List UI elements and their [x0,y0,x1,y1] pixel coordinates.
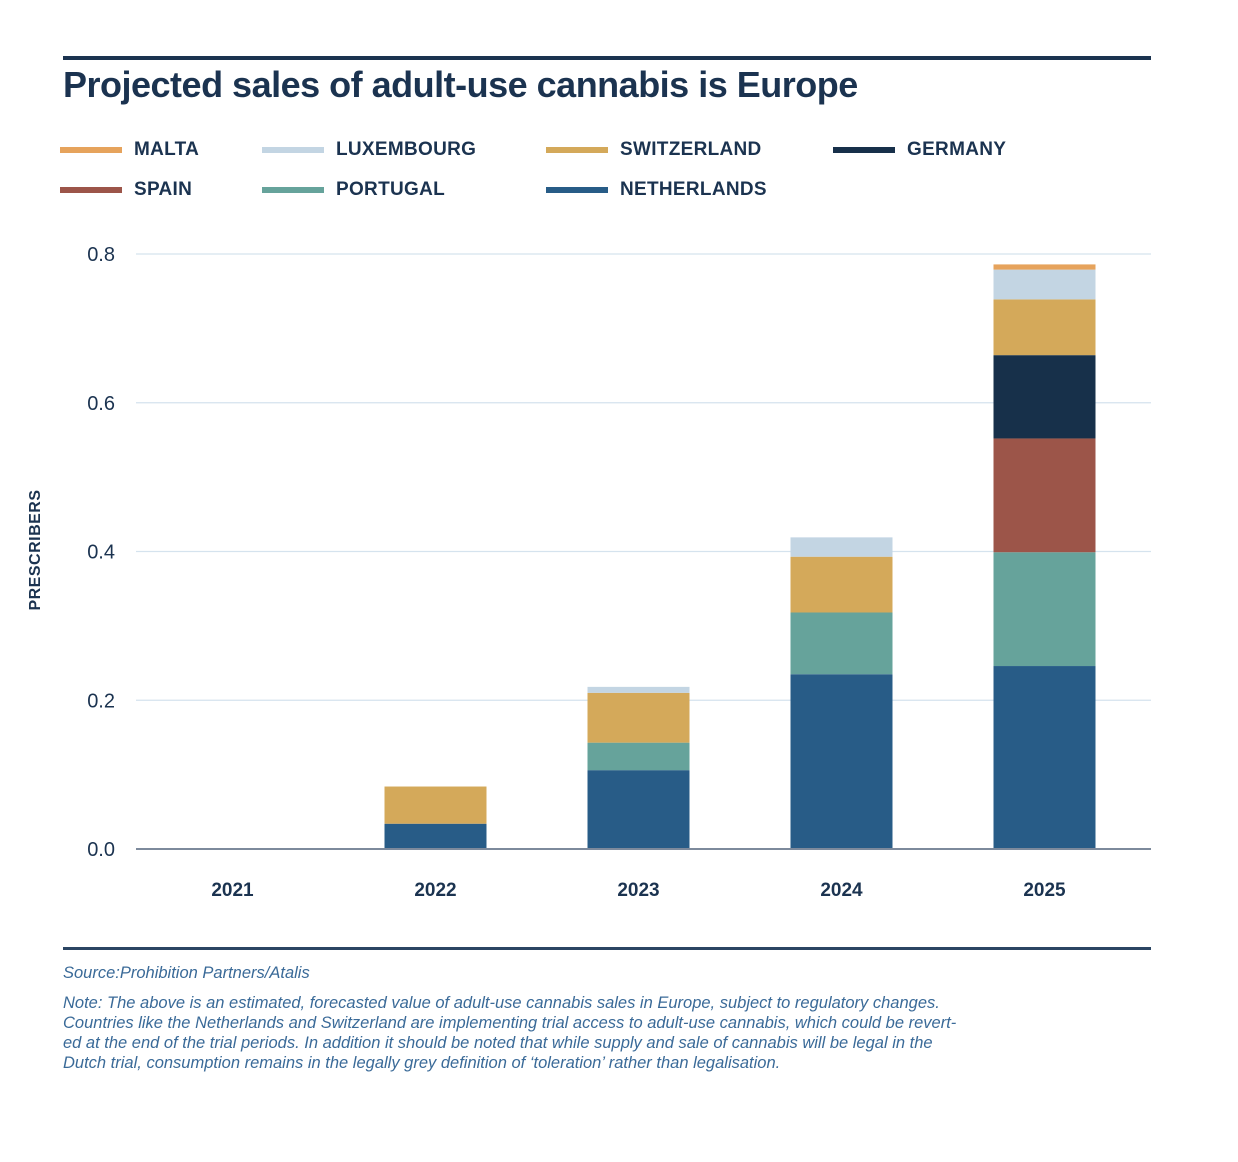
note-line: ed at the end of the trial periods. In a… [63,1034,933,1052]
legend-label-spain: SPAIN [134,179,193,200]
y-tick-label: 0.8 [87,244,115,266]
bar-segment-luxembourg-2024 [790,537,893,557]
x-tick-label: 2024 [820,880,863,901]
legend-item-germany: GERMANY [833,138,1006,162]
bar-segment-luxembourg-2023 [587,686,690,693]
title-top-rule [63,56,1151,60]
legend-swatch-spain [60,187,122,193]
footer-rule [63,947,1151,950]
bar-segment-portugal-2025 [993,552,1096,667]
legend-label-luxembourg: LUXEMBOURG [336,139,477,160]
bar-stack-2023 [587,686,690,849]
bar-stack-2024 [790,537,893,849]
bar-segment-netherlands-2023 [587,770,690,849]
y-tick-label: 0.4 [87,542,115,564]
legend-swatch-switzerland [546,147,608,153]
legend-swatch-germany [833,147,895,153]
legend-swatch-malta [60,147,122,153]
legend-label-portugal: PORTUGAL [336,179,446,200]
note-text: Note: The above is an estimated, forecas… [63,993,1143,1073]
bar-segment-switzerland-2022 [384,786,487,824]
note-line: Note: The above is an estimated, forecas… [63,994,940,1012]
x-tick-label: 2021 [211,880,254,901]
bar-segment-netherlands-2024 [790,674,893,849]
legend-item-netherlands: NETHERLANDS [546,178,767,202]
note-line: Countries like the Netherlands and Switz… [63,1014,957,1032]
bar-segment-switzerland-2025 [993,299,1096,356]
bar-segment-switzerland-2024 [790,556,893,613]
x-tick-labels: 2021 2022 2023 2024 2025 [211,880,1066,901]
y-tick-label: 0.6 [87,393,115,415]
legend-swatch-portugal [262,187,324,193]
bar-segment-netherlands-2022 [384,823,487,849]
legend-swatch-luxembourg [262,147,324,153]
chart-title: Projected sales of adult-use cannabis is… [63,64,858,105]
legend-item-luxembourg: LUXEMBOURG [262,138,476,162]
bar-stack-2022 [384,786,487,849]
y-tick-label: 0.2 [87,690,115,712]
legend-item-malta: MALTA [60,138,199,162]
legend: MALTA LUXEMBOURG SWITZERLAND GERMANY SPA… [60,138,1160,208]
x-tick-label: 2022 [414,880,456,901]
bar-segment-portugal-2024 [790,612,893,675]
bar-segment-germany-2025 [993,355,1096,439]
x-tick-label: 2025 [1023,880,1066,901]
source-text: Source:Prohibition Partners/Atalis [63,964,310,982]
legend-label-germany: GERMANY [907,139,1007,160]
note-line: Dutch trial, consumption remains in the … [63,1054,781,1072]
y-tick-label: 0.0 [87,839,115,861]
legend-label-netherlands: NETHERLANDS [620,179,767,200]
bar-segment-malta-2025 [993,264,1096,270]
legend-label-switzerland: SWITZERLAND [620,139,762,160]
bar-segment-switzerland-2023 [587,692,690,743]
bar-segment-spain-2025 [993,438,1096,553]
x-tick-label: 2023 [617,880,659,901]
bar-stack-2025 [993,264,1096,849]
bar-segment-netherlands-2025 [993,666,1096,849]
legend-swatch-netherlands [546,187,608,193]
legend-item-spain: SPAIN [60,178,192,202]
legend-label-malta: MALTA [134,139,200,160]
chart-plot: 0.0 0.2 0.4 0.6 0.8 2021 2022 2023 2024 2025 [87,244,1151,901]
legend-item-portugal: PORTUGAL [262,178,445,202]
bar-segment-luxembourg-2025 [993,269,1096,300]
legend-item-switzerland: SWITZERLAND [546,138,762,162]
bar-segment-portugal-2023 [587,742,690,771]
bars [384,264,1096,849]
y-tick-labels: 0.0 0.2 0.4 0.6 0.8 [87,244,115,861]
